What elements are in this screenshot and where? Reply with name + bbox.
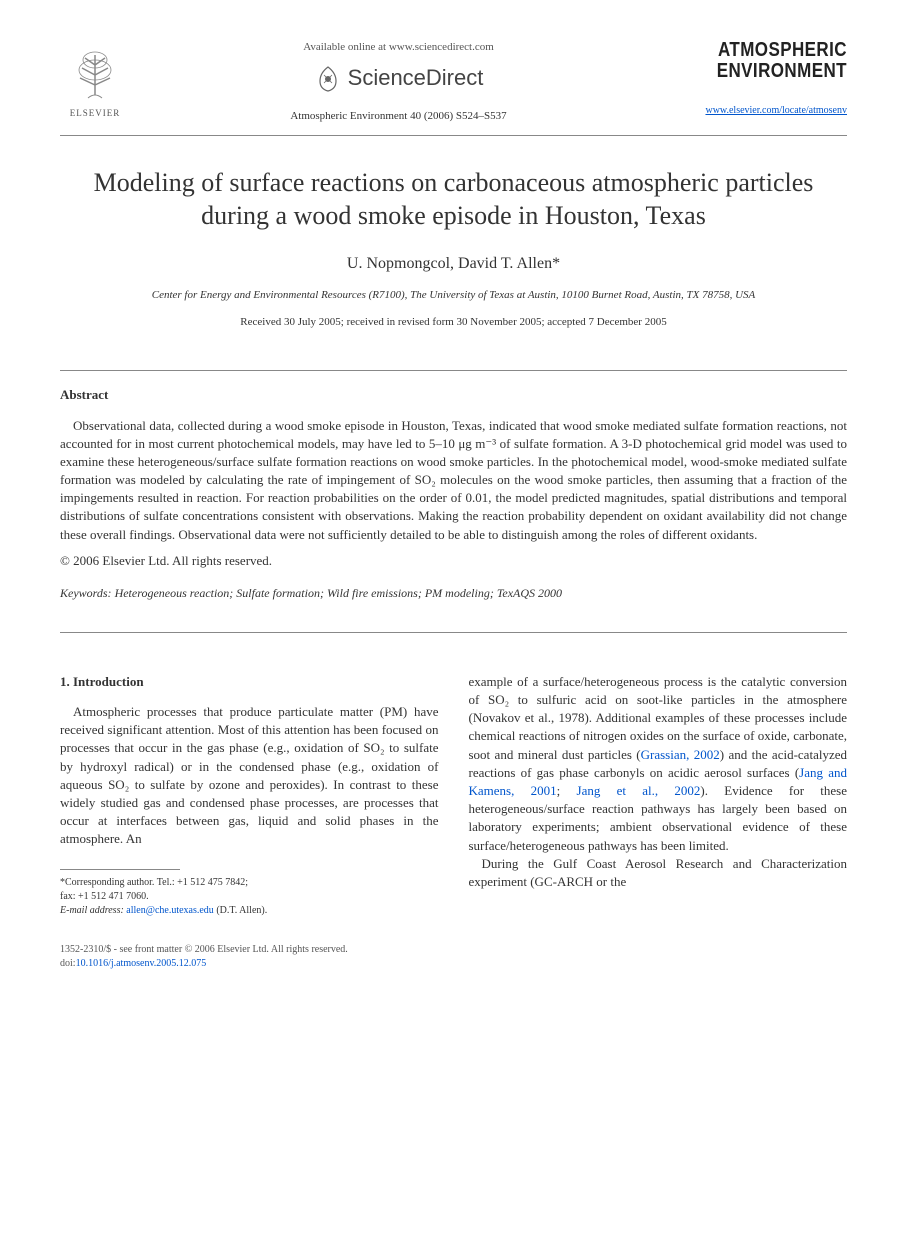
corresponding-author: *Corresponding author. Tel.: +1 512 475 …	[60, 876, 439, 890]
cite-grassian[interactable]: Grassian, 2002	[641, 747, 720, 762]
journal-title-line2: ENVIRONMENT	[694, 61, 847, 82]
intro-para-1: Atmospheric processes that produce parti…	[60, 703, 439, 849]
intro-para-2: example of a surface/heterogeneous proce…	[469, 673, 848, 855]
email-link[interactable]: allen@che.utexas.edu	[124, 905, 217, 916]
footnote-separator	[60, 869, 180, 870]
intro-para-3: During the Gulf Coast Aerosol Research a…	[469, 855, 848, 891]
keywords-text: Heterogeneous reaction; Sulfate formatio…	[112, 586, 563, 600]
column-left: 1. Introduction Atmospheric processes th…	[60, 673, 439, 918]
footnote-block: *Corresponding author. Tel.: +1 512 475 …	[60, 876, 439, 918]
divider-bottom	[60, 632, 847, 633]
email-label: E-mail address:	[60, 905, 124, 916]
journal-url-link[interactable]: www.elsevier.com/locate/atmosenv	[705, 105, 847, 116]
sciencedirect-icon	[314, 65, 342, 93]
elsevier-tree-icon	[70, 50, 120, 105]
article-title: Modeling of surface reactions on carbona…	[80, 166, 827, 234]
fax-line: fax: +1 512 471 7060.	[60, 890, 439, 904]
journal-title: ATMOSPHERIC ENVIRONMENT	[694, 40, 847, 82]
sciencedirect-logo: ScienceDirect	[150, 63, 647, 94]
article-dates: Received 30 July 2005; received in revis…	[60, 315, 847, 330]
sciencedirect-text: ScienceDirect	[348, 63, 484, 94]
doi-label: doi:	[60, 958, 76, 969]
keywords: Keywords: Heterogeneous reaction; Sulfat…	[60, 585, 847, 602]
header-row: ELSEVIER Available online at www.science…	[60, 40, 847, 136]
column-right: example of a surface/heterogeneous proce…	[469, 673, 848, 918]
header-center: Available online at www.sciencedirect.co…	[130, 40, 667, 125]
email-line: E-mail address: allen@che.utexas.edu (D.…	[60, 904, 439, 918]
elsevier-logo: ELSEVIER	[60, 40, 130, 120]
col2-text-c: ;	[557, 783, 577, 798]
introduction-heading: 1. Introduction	[60, 673, 439, 691]
authors: U. Nopmongcol, David T. Allen*	[60, 253, 847, 275]
journal-block: ATMOSPHERIC ENVIRONMENT www.elsevier.com…	[667, 40, 847, 118]
cite-jang-etal[interactable]: Jang et al., 2002	[577, 783, 701, 798]
citation-text: Atmospheric Environment 40 (2006) S524–S…	[150, 109, 647, 124]
divider-top	[60, 370, 847, 371]
email-name: (D.T. Allen).	[216, 905, 267, 916]
doi-line: doi:10.1016/j.atmosenv.2005.12.075	[60, 957, 847, 971]
issn-line: 1352-2310/$ - see front matter © 2006 El…	[60, 943, 847, 957]
body-columns: 1. Introduction Atmospheric processes th…	[60, 673, 847, 918]
page-footer: 1352-2310/$ - see front matter © 2006 El…	[60, 943, 847, 971]
elsevier-label: ELSEVIER	[70, 107, 121, 120]
keywords-label: Keywords:	[60, 586, 112, 600]
journal-title-line1: ATMOSPHERIC	[694, 40, 847, 61]
doi-link[interactable]: 10.1016/j.atmosenv.2005.12.075	[76, 958, 207, 969]
available-online-text: Available online at www.sciencedirect.co…	[150, 40, 647, 55]
affiliation: Center for Energy and Environmental Reso…	[60, 288, 847, 303]
abstract-text: Observational data, collected during a w…	[60, 417, 847, 544]
abstract-copyright: © 2006 Elsevier Ltd. All rights reserved…	[60, 552, 847, 570]
abstract-heading: Abstract	[60, 386, 847, 404]
